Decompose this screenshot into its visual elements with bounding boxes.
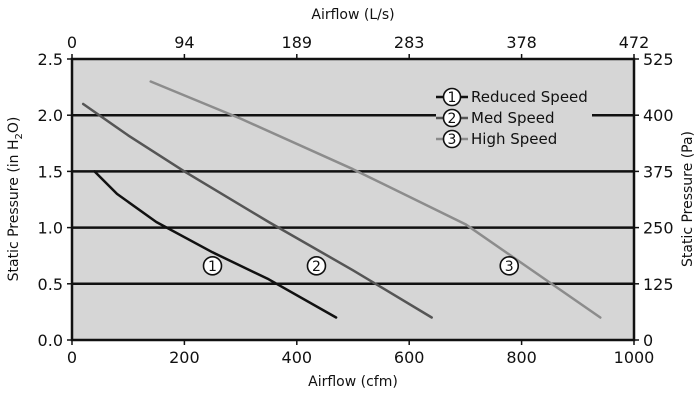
y-tick-label-5: 2.5 <box>38 50 63 69</box>
legend-label-1: Reduced Speed <box>471 88 588 106</box>
y2-tick-label-0: 0 <box>643 331 653 350</box>
x2-axis-ticks: 0 94 189 283 378 472 <box>67 33 649 52</box>
legend: 1 Reduced Speed 2 Med Speed 3 High Speed <box>436 85 592 152</box>
x2-axis-title: Airflow (L/s) <box>311 7 394 23</box>
x-tick-label-0: 0 <box>67 348 77 367</box>
x-tick-label-1: 200 <box>169 348 200 367</box>
y-tick-label-1: 0.5 <box>38 275 63 294</box>
series-marker-label-1: 1 <box>208 259 217 275</box>
x-tick-label-4: 800 <box>506 348 537 367</box>
x-axis-ticks: 0 200 400 600 800 1000 <box>67 348 654 367</box>
legend-marker-label-1: 1 <box>448 90 457 106</box>
y-tick-label-2: 1.0 <box>38 219 63 238</box>
y-tick-label-0: 0.0 <box>38 331 63 350</box>
y2-axis-ticks: 0 125 250 375 400 525 <box>643 50 674 350</box>
y-tick-label-4: 2.0 <box>38 106 63 125</box>
series-marker-label-3: 3 <box>505 259 514 275</box>
y2-tick-label-1: 125 <box>643 275 674 294</box>
x2-tick-label-0: 0 <box>67 33 77 52</box>
y2-tick-label-3: 375 <box>643 162 674 181</box>
x2-tick-label-2: 189 <box>282 33 313 52</box>
y2-tick-label-4: 400 <box>643 106 674 125</box>
series-marker-label-2: 2 <box>312 259 321 275</box>
x2-tick-label-3: 283 <box>394 33 425 52</box>
legend-label-3: High Speed <box>471 130 557 148</box>
y-axis-ticks: 0.0 0.5 1.0 1.5 2.0 2.5 <box>38 50 63 350</box>
y2-tick-label-2: 250 <box>643 219 674 238</box>
x-tick-label-2: 400 <box>282 348 313 367</box>
x-tick-label-5: 1000 <box>614 348 655 367</box>
legend-marker-label-3: 3 <box>448 132 457 148</box>
x2-tick-label-4: 378 <box>506 33 537 52</box>
y-tick-label-3: 1.5 <box>38 162 63 181</box>
y2-axis-title: Static Pressure (Pa) <box>680 131 696 267</box>
y2-tick-label-5: 525 <box>643 50 674 69</box>
x2-tick-label-1: 94 <box>174 33 194 52</box>
y-axis-title: Static Pressure (in H2O) <box>6 117 25 282</box>
x-tick-label-3: 600 <box>394 348 425 367</box>
legend-label-2: Med Speed <box>471 109 554 127</box>
legend-marker-label-2: 2 <box>448 111 457 127</box>
x-axis-title: Airflow (cfm) <box>308 374 398 390</box>
